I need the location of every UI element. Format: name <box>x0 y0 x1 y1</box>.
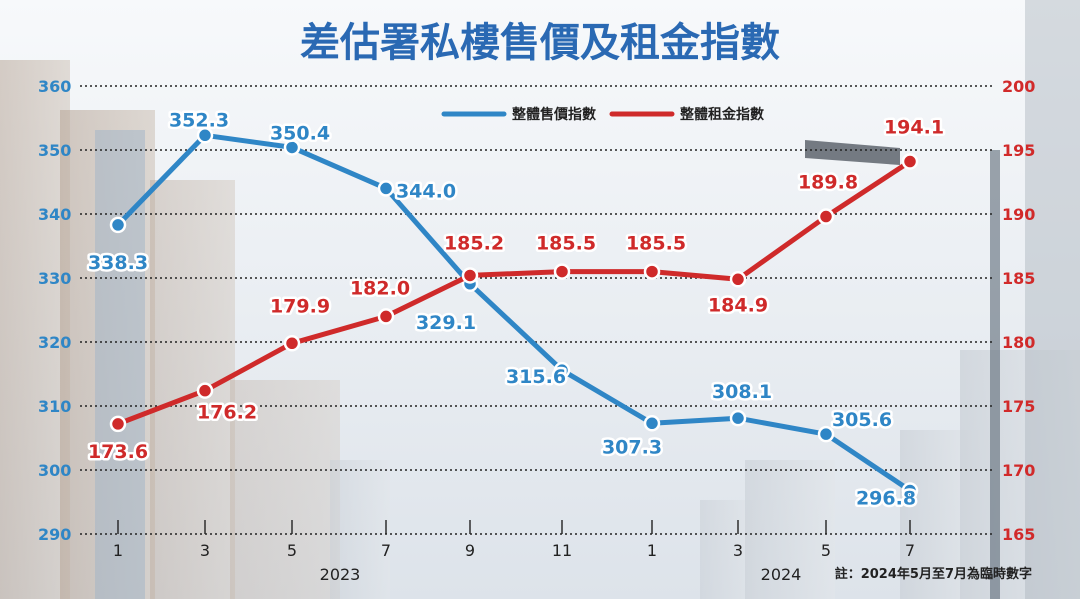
sale-point <box>196 127 214 144</box>
chart-title: 差估署私樓售價及租金指數 <box>300 20 780 66</box>
sale-data-label: 315.6 <box>506 366 566 388</box>
rent-data-label: 185.5 <box>626 233 686 255</box>
rent-point <box>283 335 301 352</box>
rent-point <box>901 153 919 170</box>
sale-data-label: 352.3 <box>169 109 229 131</box>
sale-data-label: 307.3 <box>602 436 662 458</box>
left-tick-label: 330 <box>38 269 71 288</box>
sale-point <box>109 216 127 234</box>
right-tick-label: 200 <box>1002 77 1035 96</box>
rent-point <box>817 208 835 225</box>
right-tick-label: 195 <box>1002 141 1035 160</box>
rent-data-label: 185.2 <box>444 232 504 254</box>
rent-data-label: 173.6 <box>88 441 148 463</box>
x-tick-label: 5 <box>287 541 297 560</box>
sale-data-label: 329.1 <box>416 312 476 334</box>
year-labels: 2023 2024 <box>320 565 802 584</box>
left-tick-label: 350 <box>38 141 71 160</box>
right-tick-label: 175 <box>1002 397 1035 416</box>
right-tick-label: 180 <box>1002 333 1035 352</box>
sale-point <box>553 361 571 379</box>
left-tick-label: 340 <box>38 205 71 224</box>
left-tick-label: 290 <box>38 525 71 544</box>
rent-series-line <box>115 159 913 427</box>
sale-point <box>283 139 301 156</box>
rent-point <box>461 267 479 284</box>
right-tick-label: 170 <box>1002 461 1035 480</box>
legend: 整體售價指數 整體租金指數 <box>441 106 764 123</box>
rent-data-label: 184.9 <box>708 294 768 316</box>
legend-rent-label: 整體租金指數 <box>679 106 764 123</box>
right-tick-label: 165 <box>1002 525 1035 544</box>
year-label: 2023 <box>320 565 361 584</box>
sale-point <box>643 415 661 432</box>
sale-series: 338.3 352.3 350.4 344.0 329.1 315.6 307.3 308.1… <box>85 107 919 512</box>
rent-data-label: 182.0 <box>350 277 410 299</box>
left-tick-label: 300 <box>38 461 71 480</box>
rent-data-label: 194.1 <box>884 117 944 139</box>
x-tick-label: 1 <box>647 541 657 560</box>
rent-point <box>643 263 661 280</box>
sale-point <box>817 425 835 443</box>
x-tick-label: 3 <box>200 541 210 560</box>
left-tick-label: 360 <box>38 77 71 96</box>
rent-point <box>553 263 571 280</box>
sale-point <box>729 409 747 427</box>
sale-data-label: 308.1 <box>712 381 772 403</box>
series-layer: 338.3 352.3 350.4 344.0 329.1 315.6 307.3 308.1… <box>85 107 946 512</box>
x-tick-label: 5 <box>821 541 831 560</box>
x-tick-label: 1 <box>113 541 123 560</box>
sale-data-label: 338.3 <box>88 252 148 274</box>
left-axis: 290 300 310 320 330 340 350 360 <box>38 77 71 544</box>
rent-data-label: 189.8 <box>798 172 858 194</box>
rent-data-label: 176.2 <box>197 402 257 424</box>
sale-point <box>901 482 919 499</box>
rent-point <box>196 382 214 399</box>
sale-data-label: 296.8 <box>856 487 916 509</box>
x-tick-label: 7 <box>381 541 391 560</box>
x-tick-label: 3 <box>733 541 743 560</box>
rent-data-label: 179.9 <box>270 295 330 317</box>
x-tick-label: 9 <box>465 541 475 560</box>
left-tick-label: 320 <box>38 333 71 352</box>
rent-data-label: 185.5 <box>536 233 596 255</box>
sale-series-line <box>115 132 913 493</box>
right-tick-label: 190 <box>1002 205 1035 224</box>
x-tick-label: 7 <box>905 541 915 560</box>
sale-data-label: 305.6 <box>832 409 892 431</box>
rent-point <box>377 308 395 325</box>
rent-series: 173.6 176.2 179.9 182.0 185.2 185.5 185.5 184.9… <box>85 114 946 465</box>
year-label: 2024 <box>761 565 802 584</box>
rent-point <box>109 415 127 433</box>
x-axis: 1 3 5 7 9 11 1 3 5 7 <box>113 520 915 560</box>
sale-data-label: 344.0 <box>396 180 456 202</box>
right-axis: 165 170 175 180 185 190 195 200 <box>1002 77 1035 544</box>
rent-point <box>729 271 747 288</box>
right-tick-label: 185 <box>1002 269 1035 288</box>
footnote: 註：2024年5月至7月為臨時數字 <box>835 566 1032 582</box>
legend-sale-label: 整體售價指數 <box>511 106 596 123</box>
sale-point <box>377 180 395 197</box>
x-tick-label: 11 <box>552 541 572 560</box>
sale-data-label: 350.4 <box>270 122 330 144</box>
left-tick-label: 310 <box>38 397 71 416</box>
